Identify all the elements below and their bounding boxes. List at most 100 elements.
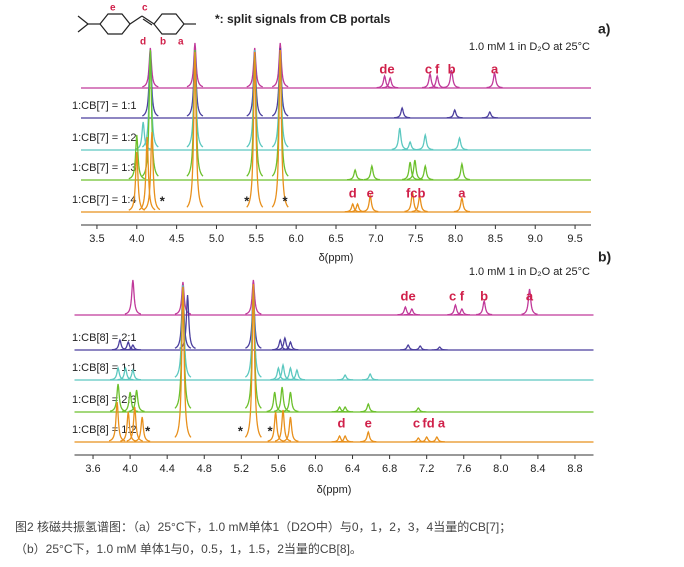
peak <box>282 391 299 413</box>
peak <box>271 42 289 88</box>
peak <box>421 71 439 89</box>
structure-label: a <box>178 37 184 48</box>
peak <box>402 140 419 151</box>
peak <box>186 49 204 177</box>
annotation: * <box>282 193 288 208</box>
peak-label: c <box>449 288 456 303</box>
peak <box>362 193 379 213</box>
trace-label: 1:CB[7] = 1:4 <box>72 194 137 206</box>
peak <box>138 136 156 211</box>
x-tick-label: 5.6 <box>271 463 286 475</box>
peak <box>417 163 434 181</box>
peak <box>344 202 361 213</box>
peak-label: b <box>480 288 488 303</box>
peak <box>174 286 192 438</box>
peak-label: f <box>460 288 465 303</box>
x-tick-label: 4.0 <box>122 463 137 475</box>
x-tick-label: 7.5 <box>408 233 423 245</box>
peak-label: d <box>337 415 345 430</box>
x-tick-label: 5.0 <box>209 233 224 245</box>
peak-label: a <box>491 61 499 76</box>
peak-label: e <box>367 185 374 200</box>
trace-label: 1:CB[7] = 1:1 <box>72 100 137 112</box>
peak <box>271 47 289 117</box>
peak-label: d <box>349 185 357 200</box>
peak <box>246 51 264 208</box>
annotation: * <box>238 423 244 438</box>
peak <box>391 127 408 150</box>
peak <box>429 74 446 89</box>
x-tick-label: 8.5 <box>488 233 503 245</box>
peak <box>362 372 379 381</box>
peak <box>124 344 141 351</box>
peak-label: fcb <box>406 185 426 200</box>
x-tick-label: 9.0 <box>528 233 543 245</box>
peak <box>141 49 159 177</box>
peak <box>282 416 299 442</box>
peak <box>431 346 448 351</box>
peak <box>411 193 428 213</box>
peak <box>476 298 493 316</box>
peak <box>109 383 127 412</box>
peak <box>428 436 445 443</box>
x-tick-label: 8.4 <box>530 463 545 475</box>
peak-label: a <box>526 288 534 303</box>
peak <box>186 51 204 208</box>
peak <box>120 411 137 442</box>
peak <box>521 288 538 315</box>
trace-label: 1:CB[8] = 2:1 <box>72 332 137 344</box>
trace-label: 1:CB[7] = 1:2 <box>72 132 137 144</box>
peak <box>126 406 143 442</box>
peak <box>360 402 377 413</box>
annotation: * <box>145 423 151 438</box>
peak <box>282 366 299 381</box>
x-tick-label: 7.6 <box>456 463 471 475</box>
peak <box>453 161 470 181</box>
structure <box>77 13 196 35</box>
peak-label: e <box>365 415 372 430</box>
peak <box>347 168 364 181</box>
x-tick-label: 7.2 <box>419 463 434 475</box>
peak <box>337 406 354 413</box>
peak <box>337 374 354 381</box>
peak <box>134 416 151 442</box>
panel-label: a) <box>598 21 610 37</box>
panel-label: b) <box>598 249 611 265</box>
peak <box>120 340 137 351</box>
trace-label: 1:CB[7] = 1:3 <box>72 162 137 174</box>
peak <box>447 303 464 316</box>
peak <box>400 344 417 351</box>
peak <box>282 340 299 351</box>
x-tick-label: 4.8 <box>197 463 212 475</box>
peak-label: fd <box>422 415 434 430</box>
peak-label: de <box>379 61 394 76</box>
x-tick-label: 4.0 <box>129 233 144 245</box>
peak <box>245 279 262 315</box>
peak <box>288 368 305 381</box>
x-tick-label: 5.5 <box>249 233 264 245</box>
peak <box>142 47 159 88</box>
annotation: * <box>244 193 250 208</box>
peak <box>274 409 292 442</box>
peak <box>267 411 284 442</box>
caption: 图2 核磁共振氢谱图：（a）25°C下，1.0 mM单体1（D2O中）与0，1，… <box>15 519 511 534</box>
peak <box>446 108 463 119</box>
x-tick-label: 5.2 <box>234 463 249 475</box>
x-tick-label: 6.0 <box>289 233 304 245</box>
peak <box>143 131 161 211</box>
peak <box>443 69 460 89</box>
peak <box>128 134 146 180</box>
x-tick-label: 3.6 <box>85 463 100 475</box>
peak <box>271 49 289 208</box>
peak-label: c <box>413 415 420 430</box>
peak <box>128 389 145 412</box>
peak <box>481 110 498 119</box>
x-tick-label: 4.4 <box>160 463 175 475</box>
x-tick-label: 9.5 <box>567 233 582 245</box>
x-tick-label: 8.0 <box>493 463 508 475</box>
peak <box>360 430 377 443</box>
peak-label: f <box>435 61 440 76</box>
peak <box>110 366 127 381</box>
peak-label: c <box>425 61 432 76</box>
